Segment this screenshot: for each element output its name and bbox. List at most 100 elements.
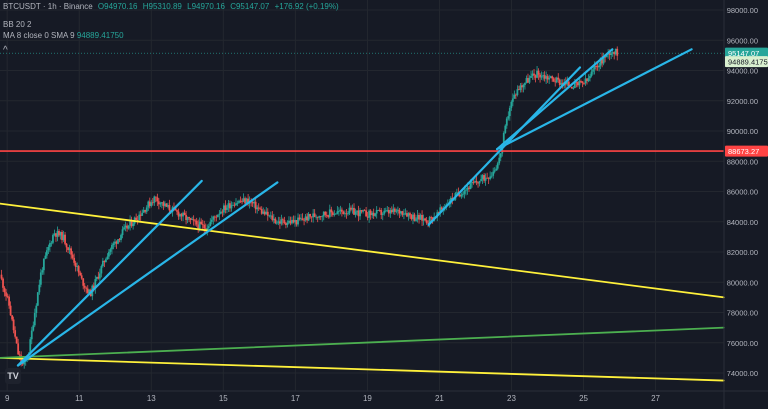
candle-body [300,218,302,220]
candle-body [378,209,381,211]
candle-body [336,211,339,214]
candle-body [151,202,154,204]
trend-line-blue [495,48,693,151]
candle-body [213,216,216,218]
candle-body [80,275,83,279]
candle-body [295,220,298,225]
candle-body [6,296,9,298]
candle-body [489,176,492,179]
candle-body [67,247,69,250]
time-tick-label: 17 [291,394,300,403]
candle-body [313,213,316,217]
candle-body [418,214,420,220]
candle-body [534,75,537,78]
candle-body [468,187,470,190]
candle-body [495,168,498,171]
candle-body [5,292,7,297]
candle-body [504,125,507,134]
candle-body [344,213,346,215]
candle-body [97,276,100,279]
candle-body [260,209,263,214]
candle-body [83,285,86,288]
candle-body [167,204,169,207]
candle-body [513,94,516,99]
candle-body [2,278,4,288]
candle-body [611,52,614,54]
candle-body [150,202,153,206]
candle-body [188,217,191,219]
candle-body [350,207,352,210]
time-tick-label: 27 [651,394,660,403]
candle-body [174,207,177,211]
candle-body [390,210,393,213]
collapse-legend-button[interactable]: ^ [3,45,8,56]
high-value: H95310.89 [142,2,182,11]
time-axis[interactable]: 9 11 13 15 17 19 21 23 25 27 [5,394,661,403]
candle-body [55,233,57,237]
candle-body [372,212,375,216]
candle-body [427,222,430,224]
candle-body [29,339,32,355]
candle-body [327,215,330,217]
bb-label: BB 20 2 [3,20,32,29]
candle-body [339,209,342,212]
candle-body [375,210,378,214]
candle-body [235,203,237,206]
candle-body [221,211,224,213]
candle-body [127,225,130,229]
candle-body [463,190,466,194]
candle-body [256,207,259,210]
candle-body [121,229,124,236]
price-tick-label: 74000.00 [727,369,758,378]
candle-body [291,219,293,224]
current-price-tag: 95147.07 [728,49,759,58]
candle-body [459,194,461,197]
candle-body [481,175,484,180]
candle-body [303,219,305,221]
trend-line-green [0,326,725,359]
candle-body [521,85,523,88]
candle-body [64,234,66,244]
candle-body [586,78,588,81]
candle-body [98,273,101,279]
candle-body [74,262,77,267]
candle-body [584,78,587,84]
candle-body [180,214,183,217]
candle-body [527,78,529,83]
candle-body [430,217,433,218]
candle-body [0,274,3,279]
price-tick-label: 82000.00 [727,248,758,257]
horizontal-levels [0,52,724,152]
candle-body [413,214,416,221]
candle-body [201,224,204,225]
candle-body [247,198,250,204]
candle-body [277,221,280,223]
candle-body [263,211,266,215]
candle-body [77,266,80,273]
candle-body [356,210,358,212]
candle-body [306,216,309,221]
candle-body [163,203,166,206]
indicator-bb[interactable]: BB 20 2 [3,20,31,29]
candle-body [222,205,225,213]
trend-lines[interactable] [0,48,725,382]
candle-body [610,53,613,55]
candle-body [176,210,178,212]
price-tick-label: 84000.00 [727,218,758,227]
candle-body [511,98,514,102]
candle-body [33,312,36,326]
tradingview-logo-icon[interactable]: TV [5,368,21,384]
candle-body [138,214,141,221]
candle-body [357,210,360,217]
candle-body [244,198,246,204]
level-price-tag: 88673.27 [728,147,759,156]
candle-body [298,217,301,220]
candle-body [537,70,540,75]
candle-body [229,203,231,209]
candle-body [85,287,88,289]
candle-body [191,219,194,221]
candle-body [490,175,493,177]
indicator-ma[interactable]: MA 8 close 0 SMA 9 94889.41750 [3,31,124,40]
